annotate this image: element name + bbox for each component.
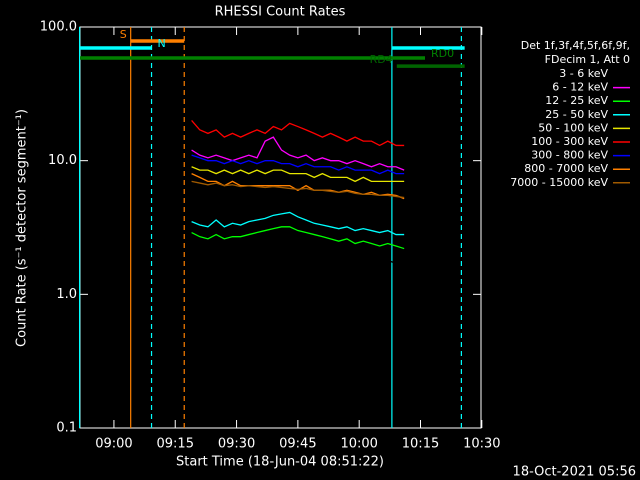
series-line bbox=[191, 211, 405, 236]
x-tick-label: 09:00 bbox=[95, 437, 132, 452]
legend-label: 25 - 50 keV bbox=[545, 108, 608, 121]
x-tick-label: 09:30 bbox=[218, 437, 255, 452]
series-line bbox=[191, 136, 405, 171]
legend-header: Det 1f,3f,4f,5f,6f,9f, bbox=[521, 39, 630, 52]
x-tick-label: 10:15 bbox=[402, 437, 439, 452]
y-tick-label: 0.1 bbox=[56, 421, 77, 436]
flag-label: RD4 bbox=[370, 53, 393, 66]
series-line bbox=[191, 226, 405, 250]
x-tick-label: 10:30 bbox=[463, 437, 500, 452]
x-axis-label: Start Time (18-Jun-04 08:51:22) bbox=[176, 455, 384, 470]
legend-label: 3 - 6 keV bbox=[559, 67, 608, 80]
legend-label: 800 - 7000 keV bbox=[524, 162, 608, 175]
flag-label: N bbox=[158, 37, 166, 50]
x-tick-label: 09:45 bbox=[279, 437, 316, 452]
x-tick-label: 10:00 bbox=[340, 437, 377, 452]
series-line bbox=[191, 180, 405, 199]
series-line bbox=[191, 173, 405, 200]
legend-label: 50 - 100 keV bbox=[538, 121, 608, 134]
series-line bbox=[191, 120, 405, 147]
series-line bbox=[191, 189, 405, 268]
series-line bbox=[191, 166, 405, 183]
footer: 18-Oct-2021 05:56 bbox=[513, 465, 636, 480]
y-tick-label: 1.0 bbox=[56, 287, 77, 302]
legend-label: 12 - 25 keV bbox=[545, 94, 608, 107]
chart-title: RHESSI Count Rates bbox=[215, 5, 346, 20]
series-line bbox=[191, 154, 405, 175]
y-axis-label: Count Rate (s⁻¹ detector segment⁻¹) bbox=[15, 109, 30, 347]
flag-label: S bbox=[120, 28, 127, 41]
legend-label: 6 - 12 keV bbox=[552, 81, 608, 94]
y-tick-label: 100.0 bbox=[40, 20, 77, 35]
x-tick-label: 09:15 bbox=[157, 437, 194, 452]
legend-label: 100 - 300 keV bbox=[531, 135, 608, 148]
y-tick-label: 10.0 bbox=[48, 153, 77, 168]
legend-label: 300 - 800 keV bbox=[531, 149, 608, 162]
flag-label: RD0 bbox=[431, 47, 454, 60]
legend-header: FDecim 1, Att 0 bbox=[545, 53, 630, 66]
legend-label: 7000 - 15000 keV bbox=[510, 176, 608, 189]
